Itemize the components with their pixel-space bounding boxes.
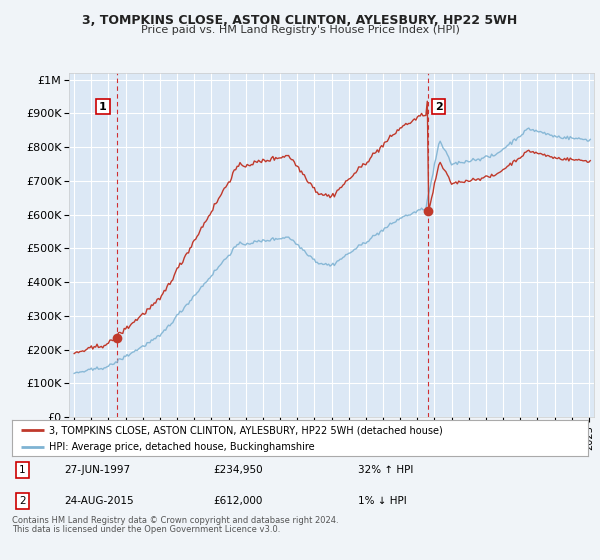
Text: This data is licensed under the Open Government Licence v3.0.: This data is licensed under the Open Gov… bbox=[12, 525, 280, 534]
Text: 27-JUN-1997: 27-JUN-1997 bbox=[64, 465, 130, 475]
Text: 2: 2 bbox=[434, 101, 442, 111]
Text: £612,000: £612,000 bbox=[214, 496, 263, 506]
Text: HPI: Average price, detached house, Buckinghamshire: HPI: Average price, detached house, Buck… bbox=[49, 442, 315, 452]
Text: 24-AUG-2015: 24-AUG-2015 bbox=[64, 496, 133, 506]
Text: 1% ↓ HPI: 1% ↓ HPI bbox=[358, 496, 406, 506]
Text: 1: 1 bbox=[19, 465, 26, 475]
Text: 3, TOMPKINS CLOSE, ASTON CLINTON, AYLESBURY, HP22 5WH (detached house): 3, TOMPKINS CLOSE, ASTON CLINTON, AYLESB… bbox=[49, 425, 443, 435]
Text: 2: 2 bbox=[19, 496, 26, 506]
Text: £234,950: £234,950 bbox=[214, 465, 263, 475]
Text: 3, TOMPKINS CLOSE, ASTON CLINTON, AYLESBURY, HP22 5WH: 3, TOMPKINS CLOSE, ASTON CLINTON, AYLESB… bbox=[82, 14, 518, 27]
Text: Contains HM Land Registry data © Crown copyright and database right 2024.: Contains HM Land Registry data © Crown c… bbox=[12, 516, 338, 525]
Text: 32% ↑ HPI: 32% ↑ HPI bbox=[358, 465, 413, 475]
Text: Price paid vs. HM Land Registry's House Price Index (HPI): Price paid vs. HM Land Registry's House … bbox=[140, 25, 460, 35]
Text: 1: 1 bbox=[99, 101, 107, 111]
